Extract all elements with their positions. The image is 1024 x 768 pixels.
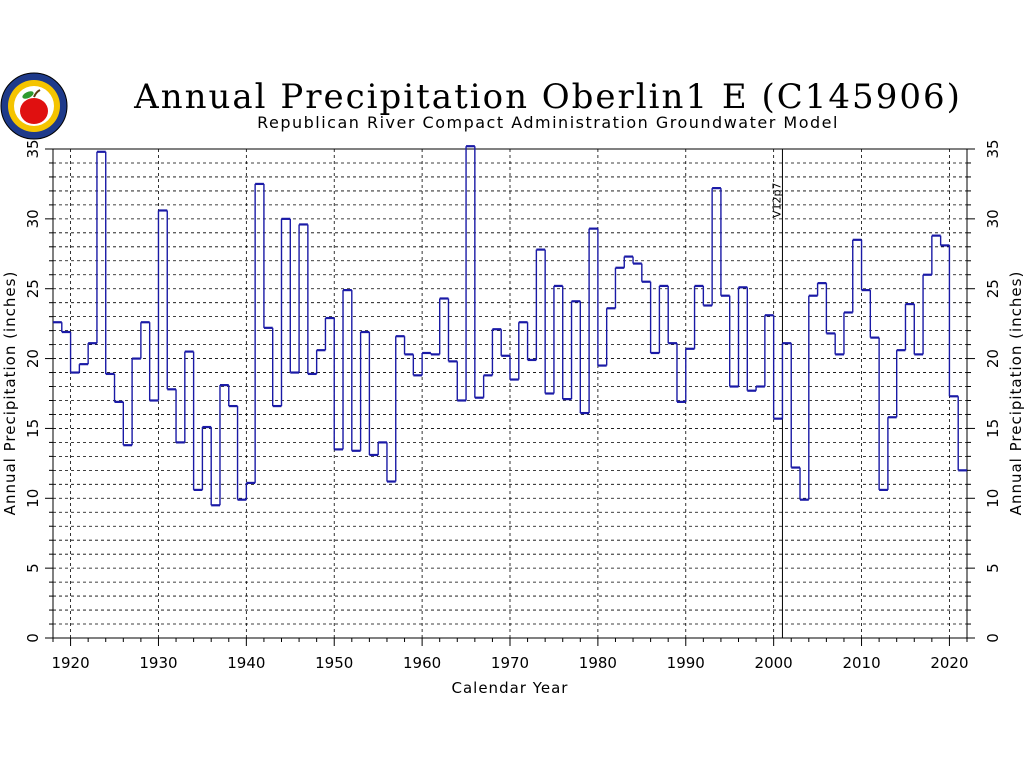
y-tick-label-right: 35: [984, 139, 1002, 158]
y-tick-label-left: 5: [24, 563, 42, 573]
rrca-logo: [0, 72, 68, 140]
x-tick-label: 1920: [51, 654, 89, 672]
y-tick-label-right: 10: [984, 489, 1002, 508]
y-tick-label-right: 15: [984, 419, 1002, 438]
x-tick-label: 1960: [403, 654, 441, 672]
x-axis-label: Calendar Year: [452, 679, 569, 697]
x-tick-label: 1940: [227, 654, 265, 672]
y-tick-label-left: 30: [24, 209, 42, 228]
y-axis-label-right: Annual Precipitation (inches): [1007, 271, 1024, 516]
grid-lines: [53, 149, 967, 638]
y-tick-label-left: 35: [24, 139, 42, 158]
annotation-label: V12p7: [770, 182, 783, 218]
y-tick-label-left: 0: [24, 633, 42, 643]
x-tick-label: 1930: [139, 654, 177, 672]
x-tick-label: 1970: [491, 654, 529, 672]
y-tick-label-right: 20: [984, 349, 1002, 368]
precipitation-series: [53, 145, 967, 507]
x-tick-label: 1980: [579, 654, 617, 672]
x-tick-label: 2020: [930, 654, 968, 672]
y-axis-label-left: Annual Precipitation (inches): [1, 271, 19, 516]
y-tick-label-right: 30: [984, 209, 1002, 228]
y-tick-label-left: 15: [24, 419, 42, 438]
y-tick-label-left: 10: [24, 489, 42, 508]
x-tick-label: 2010: [842, 654, 880, 672]
chart-subtitle: Republican River Compact Administration …: [257, 113, 839, 132]
x-tick-label: 1990: [667, 654, 705, 672]
y-tick-label-right: 25: [984, 279, 1002, 298]
y-tick-label-right: 5: [984, 563, 1002, 573]
x-tick-label: 2000: [755, 654, 793, 672]
y-tick-label-left: 25: [24, 279, 42, 298]
y-tick-label-right: 0: [984, 633, 1002, 643]
annotation: V12p7: [770, 149, 783, 638]
x-tick-label: 1950: [315, 654, 353, 672]
y-tick-label-left: 20: [24, 349, 42, 368]
chart-title: Annual Precipitation Oberlin1 E (C145906…: [133, 77, 962, 117]
